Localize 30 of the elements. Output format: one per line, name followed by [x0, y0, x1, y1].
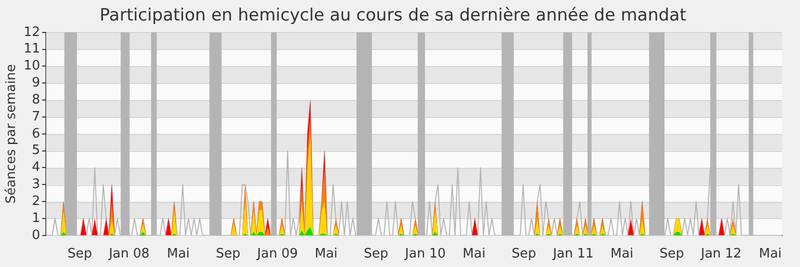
x-tick-label: Sep [512, 246, 536, 262]
y-tick-label: 12 [24, 24, 40, 40]
y-tick-label: 2 [32, 194, 40, 209]
y-tick-label: 0 [32, 228, 40, 243]
x-tick-label: Sep [364, 246, 388, 262]
y-tick-label: 6 [32, 126, 40, 142]
y-tick-label: 8 [32, 92, 40, 108]
x-tick-label: Jan 08 [108, 246, 150, 262]
x-tick-label: Mai [462, 246, 486, 262]
y-tick-label: 3 [32, 177, 40, 192]
x-tick-label: Mai [314, 246, 338, 262]
x-tick-label: Jan 11 [552, 246, 594, 262]
x-tick-label: Sep [216, 246, 240, 262]
x-tick-label: Jan 10 [404, 246, 446, 262]
y-tick-label: 11 [24, 42, 40, 57]
y-tick-label: 4 [32, 160, 40, 176]
y-tick-label: 9 [32, 76, 40, 91]
x-tick-label: Jan 09 [256, 246, 298, 262]
y-tick-label: 10 [24, 58, 40, 74]
y-axis-title: Séances par semaine [4, 64, 20, 204]
x-tick-label: Mai [166, 246, 190, 262]
x-tick-label: Mai [610, 246, 634, 262]
y-tick-label: 7 [32, 109, 40, 124]
x-tick-label: Mai [758, 246, 782, 262]
x-tick-label: Sep [68, 246, 92, 262]
x-tick-label: Jan 12 [700, 246, 742, 262]
y-tick-label: 5 [32, 143, 40, 158]
y-tick-label: 1 [32, 210, 40, 226]
chart-title: Participation en hemicycle au cours de sa dernière année de mandat [100, 6, 687, 26]
x-tick-label: Sep [660, 246, 684, 262]
